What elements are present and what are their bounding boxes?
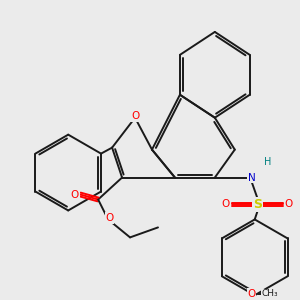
Text: O: O bbox=[71, 190, 79, 200]
Text: O: O bbox=[106, 213, 114, 223]
Text: O: O bbox=[248, 289, 256, 299]
Text: CH₃: CH₃ bbox=[262, 289, 279, 298]
Text: S: S bbox=[253, 198, 262, 211]
Text: O: O bbox=[284, 200, 293, 209]
Text: O: O bbox=[131, 111, 139, 121]
Text: H: H bbox=[264, 157, 272, 166]
Text: O: O bbox=[222, 200, 230, 209]
Text: N: N bbox=[248, 172, 256, 182]
